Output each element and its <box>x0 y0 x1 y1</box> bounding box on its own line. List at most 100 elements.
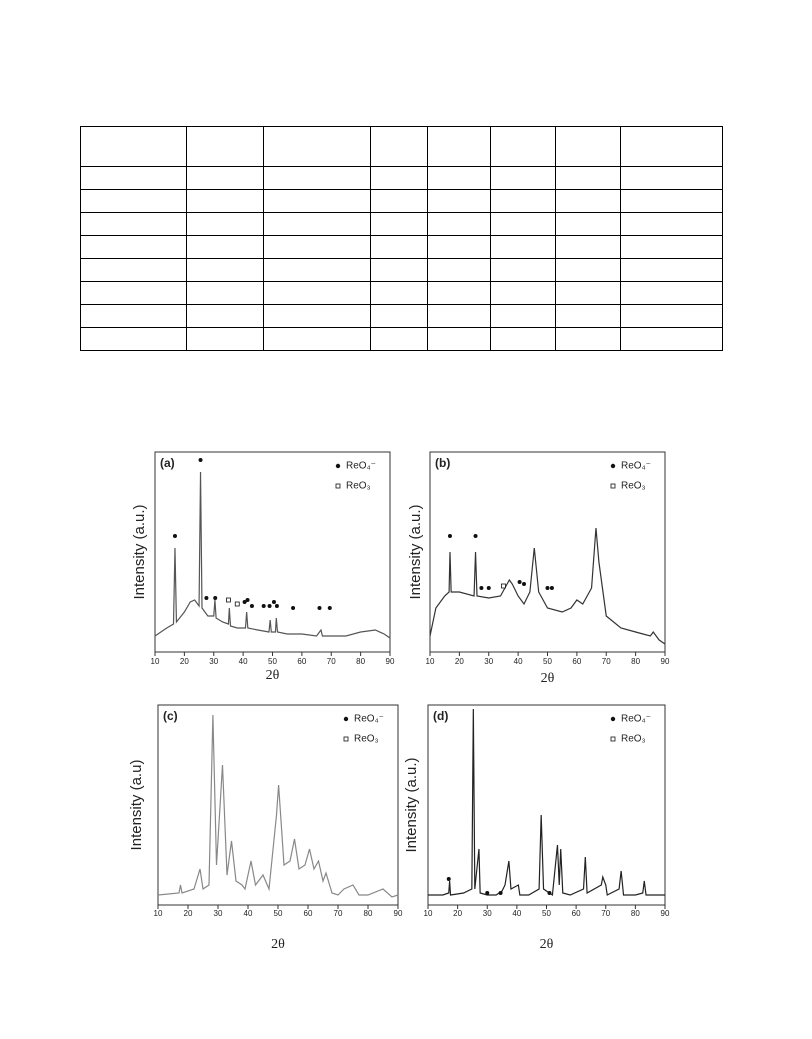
peak-marker <box>446 877 451 881</box>
peak-marker <box>249 604 254 608</box>
peak-marker <box>226 597 231 603</box>
legend-symbol <box>610 483 616 489</box>
peak-marker <box>498 891 503 895</box>
y-axis-label: Intensity (a.u.) <box>403 757 420 852</box>
x-axis-label: 2θ <box>271 937 285 952</box>
peak-marker <box>517 580 522 584</box>
peak-marker <box>479 586 484 590</box>
peak-marker <box>234 601 240 607</box>
panel-label: (d) <box>433 709 448 723</box>
peak-marker <box>245 598 250 602</box>
x-tick-label: 30 <box>484 657 493 666</box>
x-tick-label: 60 <box>304 909 313 918</box>
panel-label: (c) <box>163 709 178 723</box>
legend-symbol <box>610 716 616 722</box>
x-tick-label: 60 <box>297 657 306 666</box>
xrd-line <box>157 714 399 898</box>
x-tick-label: 20 <box>184 909 193 918</box>
peak-marker <box>291 606 296 610</box>
peak-marker <box>172 534 177 538</box>
peak-marker <box>327 606 332 610</box>
x-tick-label: 20 <box>180 657 189 666</box>
legend-symbol <box>610 463 616 469</box>
x-tick-label: 20 <box>453 909 462 918</box>
peak-marker <box>261 604 266 608</box>
legend-label: ReO₃ <box>621 481 646 492</box>
x-tick-label: 40 <box>239 657 248 666</box>
legend-symbol <box>343 716 349 722</box>
x-axis-label: 2θ <box>541 671 555 686</box>
peak-marker <box>501 583 506 589</box>
x-tick-label: 80 <box>356 657 365 666</box>
legend-label: ReO₃ <box>354 734 379 745</box>
x-tick-label: 40 <box>514 657 523 666</box>
peak-marker <box>204 596 209 600</box>
peak-marker <box>267 604 272 608</box>
x-tick-label: 80 <box>631 657 640 666</box>
peak-marker <box>271 600 276 604</box>
x-tick-label: 80 <box>631 909 640 918</box>
legend-label: ReO₃ <box>346 481 371 492</box>
x-tick-label: 40 <box>512 909 521 918</box>
legend-label: ReO₄⁻ <box>621 461 651 472</box>
peak-marker <box>317 606 322 610</box>
x-tick-label: 40 <box>244 909 253 918</box>
peak-marker <box>549 586 554 590</box>
legend-label: ReO₃ <box>621 734 646 745</box>
x-tick-label: 50 <box>542 909 551 918</box>
x-tick-label: 90 <box>386 657 395 666</box>
legend-symbol <box>610 736 616 742</box>
legend-symbol <box>335 483 341 489</box>
x-tick-label: 70 <box>327 657 336 666</box>
peak-marker <box>547 891 552 895</box>
x-tick-label: 60 <box>572 909 581 918</box>
legend-label: ReO₄⁻ <box>346 461 376 472</box>
panel-label: (a) <box>160 456 175 470</box>
x-tick-label: 10 <box>151 657 160 666</box>
legend-label: ReO₄⁻ <box>354 714 384 725</box>
peak-marker <box>545 586 550 590</box>
x-tick-label: 10 <box>426 657 435 666</box>
x-tick-label: 70 <box>602 657 611 666</box>
x-tick-label: 90 <box>394 909 403 918</box>
x-tick-label: 90 <box>661 909 670 918</box>
x-tick-label: 20 <box>455 657 464 666</box>
x-tick-label: 30 <box>483 909 492 918</box>
x-axis-label: 2θ <box>266 668 280 683</box>
x-tick-label: 30 <box>214 909 223 918</box>
y-axis-label: Intensity (a.u.) <box>407 504 424 599</box>
x-tick-label: 70 <box>334 909 343 918</box>
peak-marker <box>522 582 526 586</box>
x-tick-label: 50 <box>543 657 552 666</box>
peak-marker <box>485 891 490 895</box>
xrd-line <box>154 471 391 639</box>
y-axis-label: Intensity (a.u) <box>128 760 145 851</box>
peak-marker <box>198 458 203 462</box>
x-tick-label: 30 <box>209 657 218 666</box>
x-tick-label: 70 <box>601 909 610 918</box>
peak-marker <box>447 534 452 538</box>
legend-label: ReO₄⁻ <box>621 714 651 725</box>
peak-marker <box>274 604 279 608</box>
y-axis-label: Intensity (a.u.) <box>131 504 148 599</box>
empty-table <box>80 126 723 351</box>
xrd-line <box>428 708 665 897</box>
x-tick-label: 60 <box>572 657 581 666</box>
xrd-line <box>429 527 666 645</box>
x-tick-label: 10 <box>424 909 433 918</box>
peak-marker <box>242 600 247 604</box>
x-tick-label: 80 <box>364 909 373 918</box>
legend-symbol <box>343 736 349 742</box>
panel-label: (b) <box>435 456 450 470</box>
x-tick-label: 50 <box>268 657 277 666</box>
x-tick-label: 90 <box>661 657 670 666</box>
peak-marker <box>213 596 218 600</box>
x-tick-label: 50 <box>274 909 283 918</box>
peak-marker <box>486 586 491 590</box>
x-axis-label: 2θ <box>540 937 554 952</box>
x-tick-label: 10 <box>154 909 163 918</box>
peak-marker <box>473 534 478 538</box>
legend-symbol <box>335 463 341 469</box>
